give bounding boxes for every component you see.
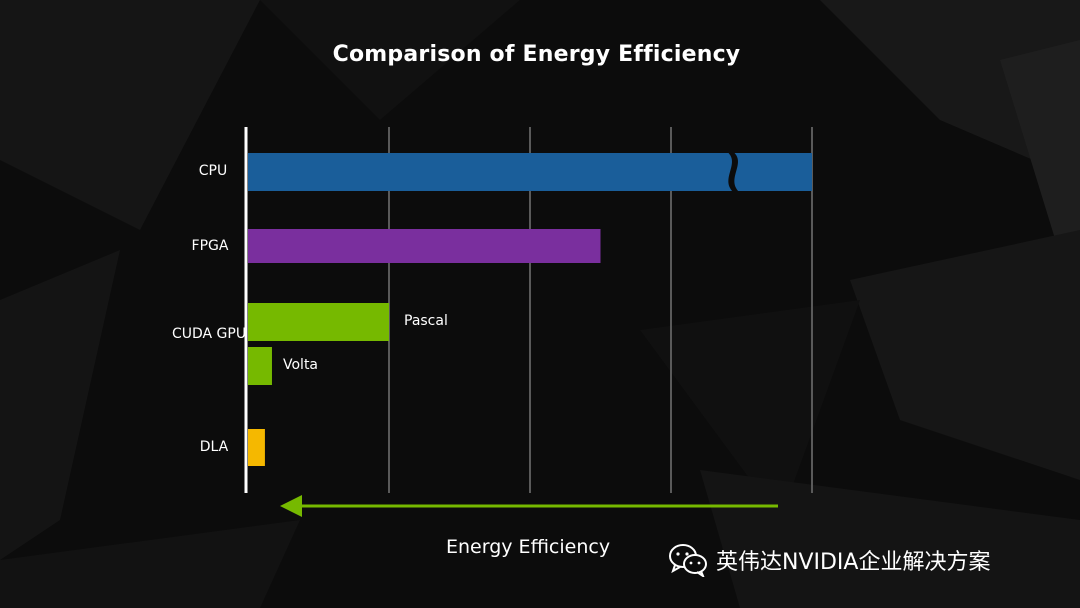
watermark: 英伟达NVIDIA企业解决方案 [668, 543, 990, 577]
category-label-cuda-gpu: CUDA GPU [171, 326, 247, 342]
wechat-icon [669, 544, 707, 577]
axis-break-mark [726, 151, 741, 193]
bar-dla [248, 429, 265, 466]
bar-cpu [248, 153, 812, 191]
bar-cuda-gpu-volta [248, 347, 272, 385]
series-label-pascal: Pascal [404, 313, 448, 329]
category-label-cpu: CPU [198, 163, 228, 179]
watermark-text: 英伟达NVIDIA企业解决方案 [716, 550, 991, 575]
series-label-volta: Volta [283, 357, 319, 373]
chart-title: Comparison of Energy Efficiency [332, 42, 741, 67]
bar-fpga [248, 229, 601, 263]
direction-arrow-head [280, 495, 302, 517]
x-axis-label: Energy Efficiency [446, 536, 611, 558]
category-label-dla: DLA [199, 439, 229, 455]
bar-cuda-gpu-pascal [248, 303, 389, 341]
category-label-fpga: FPGA [191, 238, 229, 254]
